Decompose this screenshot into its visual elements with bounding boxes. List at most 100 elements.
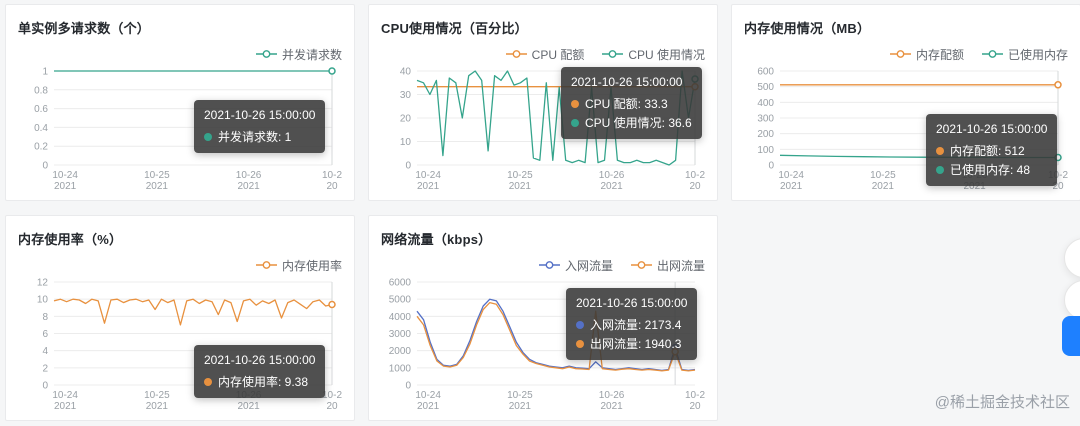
y-tick-label: 1 [42, 67, 48, 78]
line-chart[interactable]: 010020030040050060010-24202110-25202110-… [744, 63, 1068, 192]
y-tick-label: 0.4 [34, 123, 48, 134]
legend-label: CPU 配额 [531, 47, 585, 62]
y-tick-label: 1000 [389, 363, 412, 374]
legend-item[interactable]: 内存配额 [889, 46, 964, 63]
x-tick-label: 10-26 [599, 170, 625, 181]
x-tick-label: 2021 [417, 401, 440, 411]
legend-item[interactable]: 并发请求数 [255, 46, 342, 63]
y-tick-label: 0 [768, 161, 774, 172]
legend-label: 内存配额 [915, 47, 964, 62]
y-tick-label: 8 [42, 312, 48, 323]
legend-item[interactable]: 已使用内存 [981, 46, 1068, 63]
x-tick-label: 10-25 [507, 170, 533, 181]
hover-marker [1054, 81, 1062, 89]
y-tick-label: 4000 [389, 312, 412, 323]
y-tick-label: 12 [37, 278, 49, 289]
series-line [416, 70, 696, 166]
x-tick-label: 10-2 [322, 170, 342, 181]
legend-item[interactable]: 入网流量 [538, 257, 613, 274]
panel-title: 单实例多请求数（个） [18, 21, 151, 36]
legend-label: 出网流量 [656, 258, 705, 273]
x-tick-label: 2021 [146, 181, 169, 191]
legend-marker-icon [255, 261, 277, 269]
legend-item[interactable]: 出网流量 [630, 257, 705, 274]
y-tick-label: 40 [400, 67, 412, 78]
line-chart[interactable]: 00.20.40.60.8110-24202110-25202110-26202… [18, 63, 342, 192]
legend-marker-icon [602, 50, 624, 58]
panel-title: 内存使用率（%） [18, 232, 123, 247]
x-tick-label: 20 [1052, 181, 1064, 191]
x-tick-label: 10-2 [685, 390, 705, 401]
hover-marker [328, 300, 336, 309]
x-tick-label: 10-2 [322, 390, 342, 401]
x-tick-label: 2021 [509, 181, 532, 191]
x-tick-label: 10-26 [599, 390, 625, 401]
series-line [53, 298, 333, 326]
legend-item[interactable]: CPU 配额 [505, 46, 585, 63]
x-tick-label: 10-25 [144, 170, 170, 181]
series-line [416, 301, 696, 372]
y-tick-label: 20 [400, 114, 412, 125]
y-tick-label: 200 [757, 129, 774, 140]
y-tick-label: 5000 [389, 295, 412, 306]
legend-marker-icon [630, 261, 652, 269]
x-tick-label: 10-26 [962, 170, 988, 181]
x-tick-label: 2021 [237, 181, 260, 191]
panel-network-traffic: 网络流量（kbps） 入网流量 出网流量 0 1000 2000 3000 4000 500… [368, 215, 718, 421]
x-tick-label: 2021 [963, 181, 986, 191]
y-tick-label: 6 [42, 329, 48, 340]
legend: 并发请求数 [18, 45, 342, 63]
x-tick-label: 2021 [872, 181, 895, 191]
y-tick-label: 30 [400, 90, 412, 101]
y-tick-label: 0 [42, 381, 48, 392]
x-tick-label: 2021 [54, 401, 77, 411]
legend-label: CPU 使用情况 [628, 47, 705, 62]
series-line [779, 154, 1058, 159]
x-tick-label: 20 [326, 181, 338, 191]
x-tick-label: 2021 [509, 401, 532, 411]
legend-label: 已使用内存 [1007, 47, 1068, 62]
panel-memory-usage: 内存使用情况（MB） 内存配额 已使用内存 0 100 200 300 400 500 600… [731, 4, 1080, 201]
hover-marker [671, 347, 679, 356]
hover-marker [328, 67, 336, 75]
y-tick-label: 3000 [389, 329, 412, 340]
y-tick-label: 6000 [389, 278, 412, 289]
x-tick-label: 2021 [417, 181, 440, 191]
panel-memory-percent: 内存使用率（%） 内存使用率 0 2 4 6 8 10 12 10-24 2021 10-25 20… [5, 215, 355, 421]
floating-blue-button[interactable] [1062, 316, 1080, 356]
line-chart[interactable]: 02468101210-24202110-25202110-26202110-2… [18, 274, 342, 412]
x-tick-label: 10-26 [236, 170, 262, 181]
legend-item[interactable]: 内存使用率 [255, 257, 342, 274]
legend: 入网流量 出网流量 [381, 256, 705, 274]
x-tick-label: 10-25 [144, 390, 170, 401]
floating-circle-button-2[interactable] [1064, 280, 1080, 320]
x-tick-label: 2021 [237, 401, 260, 411]
x-tick-label: 2021 [146, 401, 169, 411]
x-tick-label: 2021 [600, 401, 623, 411]
x-tick-label: 20 [326, 401, 338, 411]
y-tick-label: 0 [405, 381, 411, 392]
line-chart[interactable]: 01020304010-24202110-25202110-26202110-2… [381, 63, 705, 192]
legend-item[interactable]: CPU 使用情况 [602, 46, 705, 63]
x-tick-label: 10-25 [870, 170, 896, 181]
panel-title: 内存使用情况（MB） [744, 21, 871, 36]
y-tick-label: 0.8 [34, 85, 48, 96]
legend-marker-icon [889, 50, 911, 58]
y-tick-label: 600 [757, 67, 774, 78]
x-tick-label: 10-24 [778, 170, 804, 181]
y-tick-label: 4 [42, 346, 48, 357]
panel-title: 网络流量（kbps） [381, 232, 492, 247]
x-tick-label: 20 [689, 181, 701, 191]
legend-marker-icon [505, 50, 527, 58]
hover-marker [1054, 153, 1062, 162]
y-tick-label: 2000 [389, 346, 412, 357]
y-tick-label: 0 [405, 161, 411, 172]
y-tick-label: 0 [42, 161, 48, 172]
x-tick-label: 10-2 [685, 170, 705, 181]
legend-label: 内存使用率 [281, 258, 342, 273]
floating-circle-button-1[interactable] [1064, 238, 1080, 278]
legend: CPU 配额 CPU 使用情况 [381, 45, 705, 63]
panel-concurrent-requests: 单实例多请求数（个） 并发请求数 0 0.2 0.4 0.6 0.8 1 10-24 2021… [5, 4, 355, 201]
line-chart[interactable]: 010002000300040005000600010-24202110-252… [381, 274, 705, 412]
